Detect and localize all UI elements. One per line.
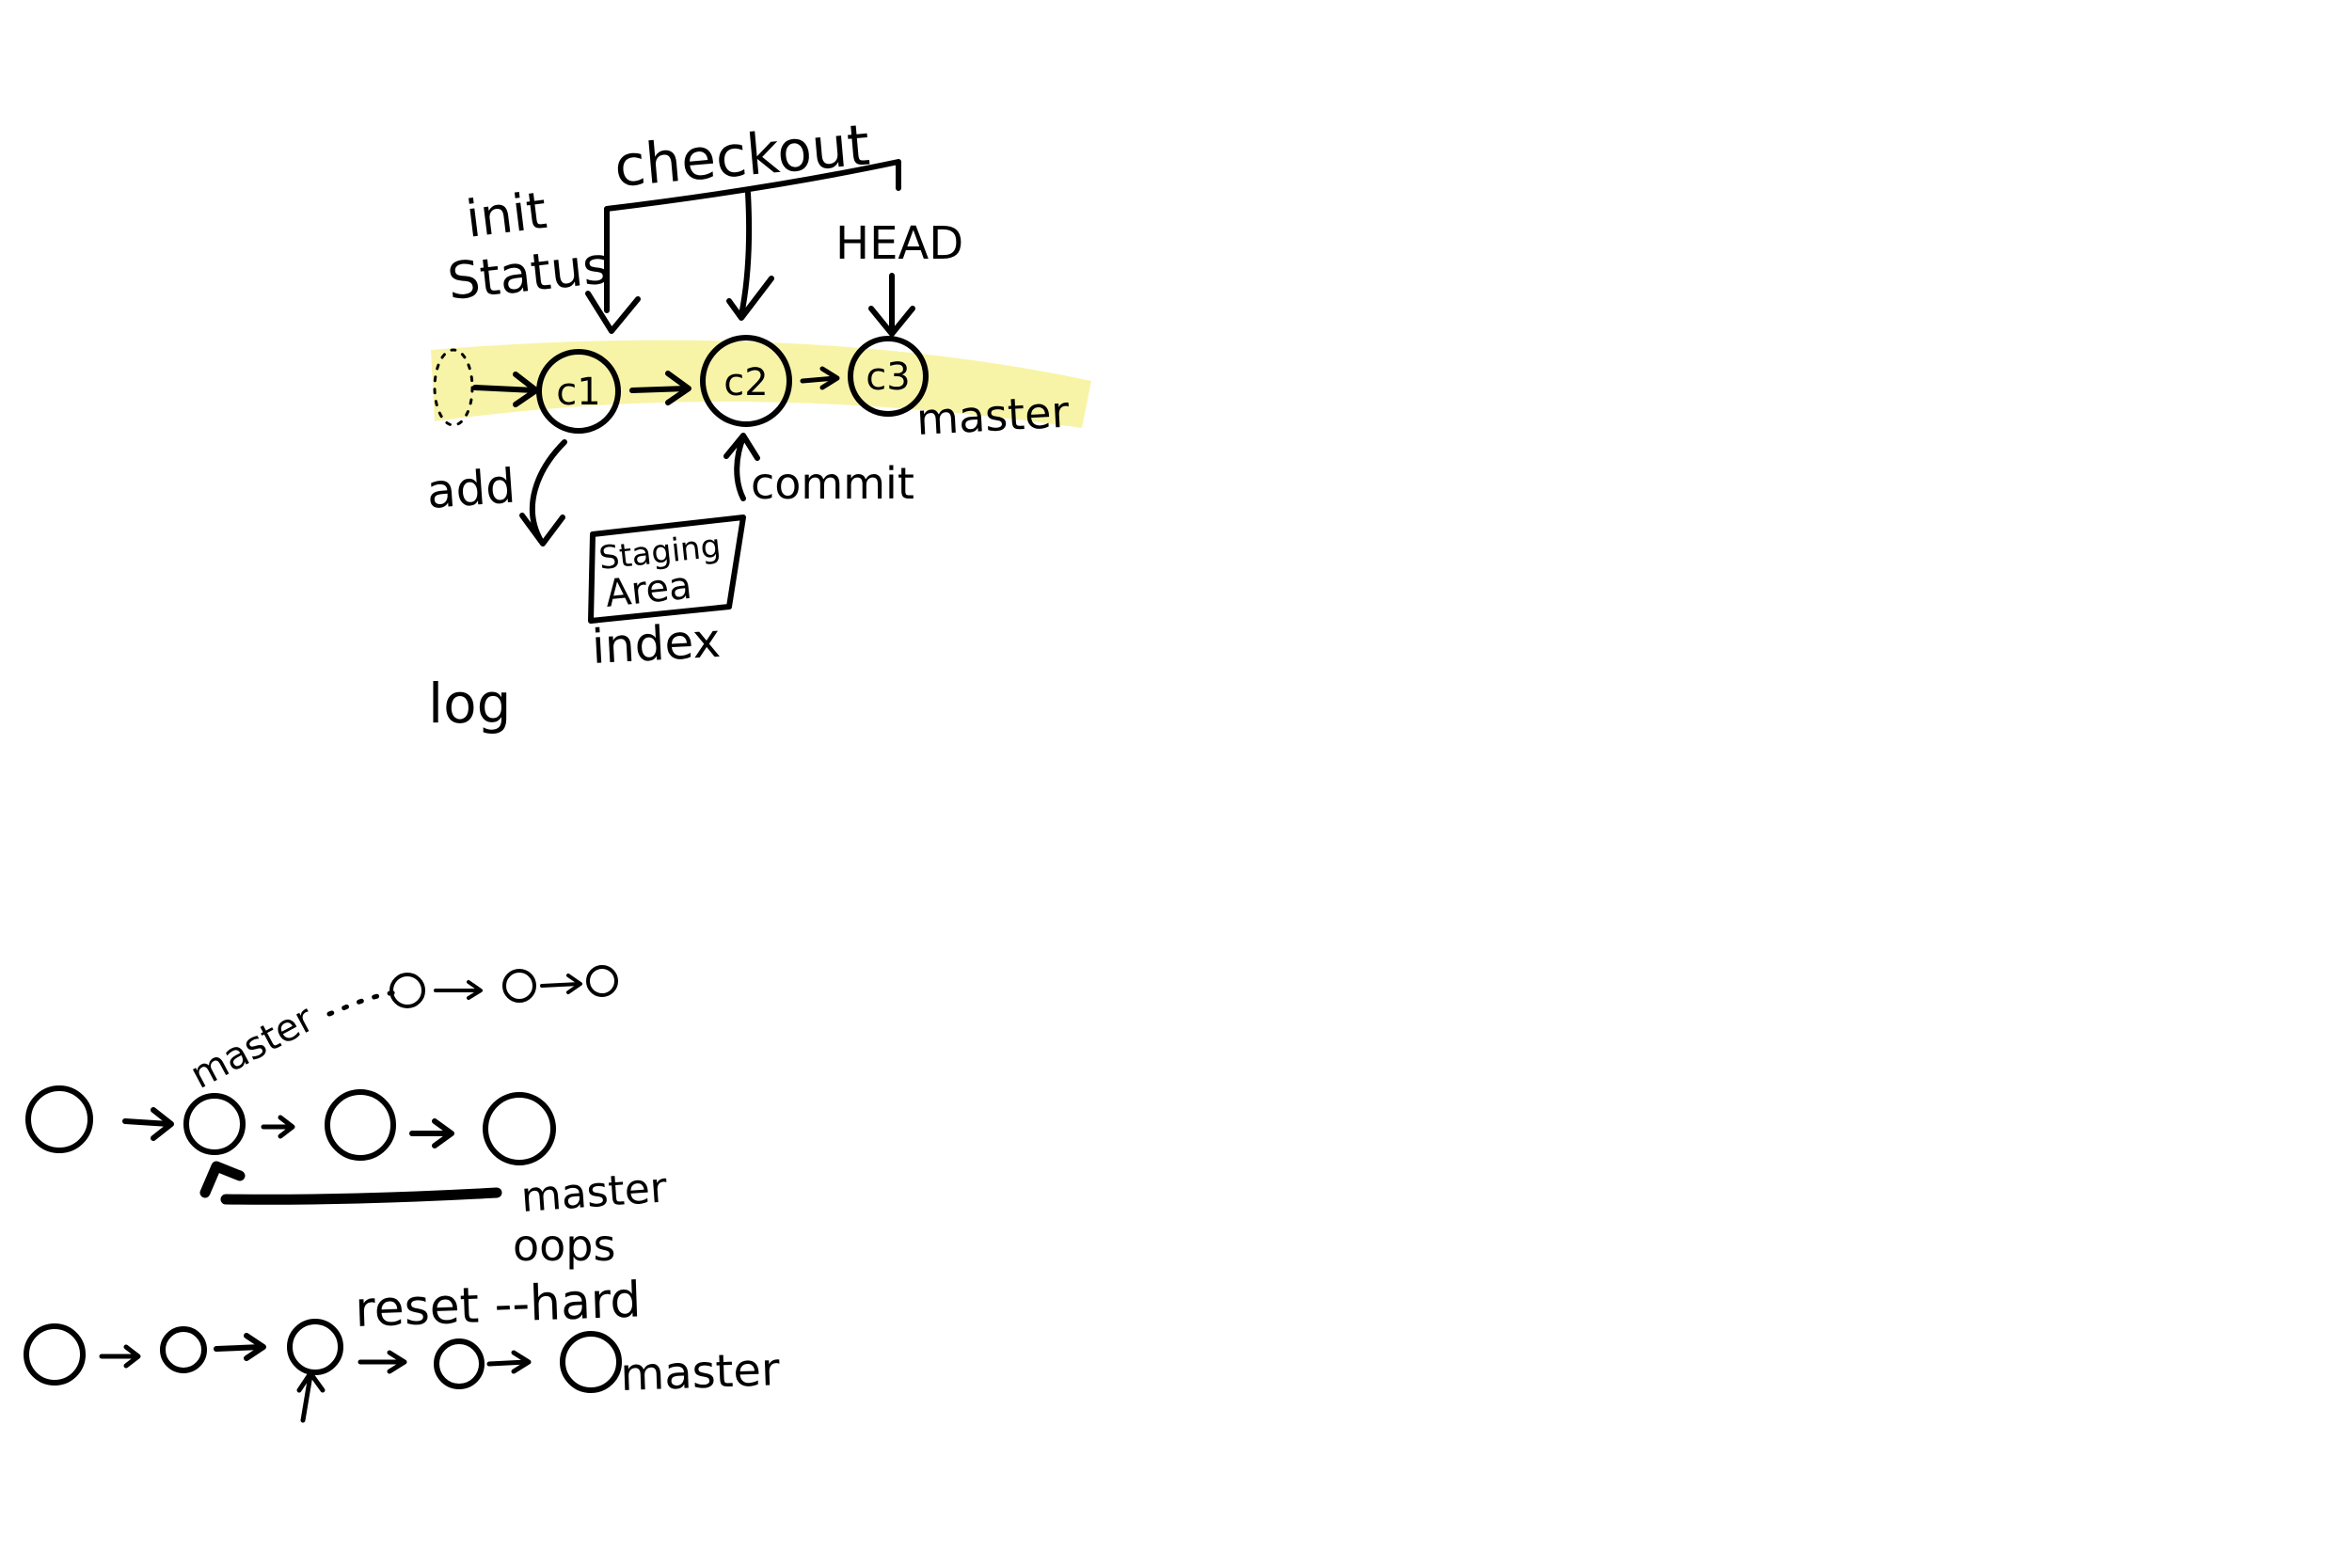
bot-node-3-reset-target [287, 1319, 343, 1375]
mid-node-3 [325, 1089, 396, 1161]
bot-arrow-4 [486, 1350, 532, 1374]
bot-node-4 [434, 1338, 485, 1389]
bottom-diagram: reset --hard master [24, 1272, 781, 1423]
mid-node-2 [183, 1093, 246, 1155]
head-arrow [868, 273, 915, 337]
commit-node-c1[interactable]: c1 [536, 349, 621, 434]
orphan-arrow-2 [540, 974, 582, 994]
command-add: add [425, 459, 517, 519]
reset-back-arrow [199, 1161, 502, 1205]
bot-node-1 [24, 1323, 86, 1386]
arrow-c2-to-c3 [800, 366, 840, 390]
add-arrow [519, 439, 567, 546]
bot-node-2 [160, 1326, 207, 1373]
command-init: init [463, 181, 549, 249]
master-label-lower: master [519, 1164, 669, 1222]
staging-line2: Area [603, 564, 693, 616]
mid-node-4 [483, 1092, 556, 1165]
middle-diagram: master master oops [25, 965, 669, 1271]
orphan-arrow-1 [434, 980, 483, 1000]
orphan-node-1 [389, 973, 425, 1008]
dotted-orphan-path [326, 990, 398, 1017]
commit-arrow [723, 433, 760, 501]
orphan-node-3 [586, 965, 618, 997]
mid-arrow-2 [261, 1115, 295, 1139]
commit-c2-label: c2 [723, 361, 768, 404]
command-commit: commit [751, 458, 914, 509]
commit-c1-label: c1 [556, 371, 600, 414]
staging-area-box: Staging Area [588, 515, 746, 624]
master-label-upper: master [183, 997, 322, 1098]
highlight-band [431, 340, 1091, 428]
reset-hard-label: reset --hard [354, 1272, 642, 1338]
branch-label-master: master [915, 387, 1071, 445]
oops-label: oops [513, 1220, 615, 1271]
commit-c3-label: c3 [866, 356, 910, 399]
bot-arrow-3 [358, 1350, 407, 1374]
bot-arrow-1 [99, 1344, 141, 1369]
bot-arrow-2 [214, 1333, 266, 1361]
orphan-node-2 [502, 969, 536, 1003]
arrow-root-to-c1 [472, 372, 539, 407]
staging-caption-index: index [591, 613, 723, 674]
command-checkout: checkout [612, 113, 872, 200]
master-label-bottom: master [619, 1343, 780, 1402]
commit-node-c3[interactable]: c3 [848, 336, 929, 417]
mid-arrow-3 [409, 1118, 454, 1148]
bot-pointer-arrow [296, 1370, 326, 1423]
arrow-c1-to-c2 [629, 371, 691, 405]
bot-node-5 [560, 1331, 622, 1393]
command-log: log [428, 672, 511, 736]
commit-chain-diagram: c1 c2 c3 master HEAD ch [425, 113, 1091, 736]
checkout-bracket [585, 159, 901, 334]
mid-arrow-1 [122, 1107, 174, 1141]
mid-node-1 [25, 1085, 93, 1153]
commit-node-c2[interactable]: c2 [700, 335, 792, 427]
head-label: HEAD [835, 217, 963, 270]
